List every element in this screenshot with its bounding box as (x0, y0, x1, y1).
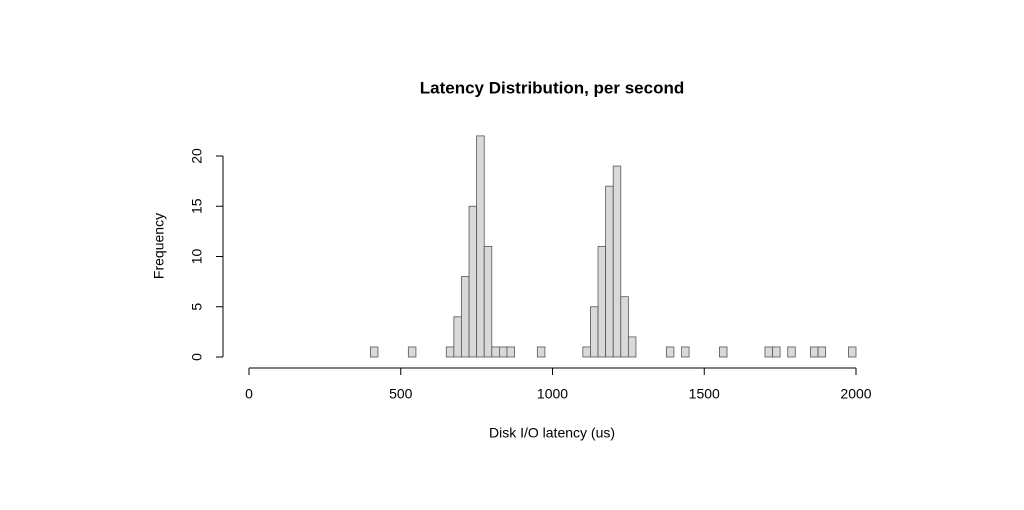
bar (468, 205, 478, 358)
bar (665, 346, 675, 358)
y-tick-label: 20 (189, 148, 205, 164)
bar (498, 346, 508, 358)
y-tick-label: 10 (189, 249, 205, 265)
x-axis-label: Disk I/O latency (us) (489, 425, 615, 441)
x-tick-label: 500 (389, 386, 413, 402)
bar (605, 185, 614, 358)
bar (810, 346, 819, 358)
bar (369, 346, 379, 358)
bar (787, 346, 796, 358)
y-tick-label: 0 (189, 353, 205, 361)
bar (612, 165, 622, 358)
bar (491, 346, 500, 358)
bar (476, 135, 485, 358)
y-tick-label: 15 (189, 198, 205, 214)
x-tick-label: 2000 (840, 386, 871, 402)
bar (681, 346, 690, 358)
bar (506, 346, 515, 358)
bar (772, 346, 781, 358)
bar (848, 346, 857, 358)
bar (590, 306, 599, 358)
x-tick-label: 1500 (689, 386, 720, 402)
chart-title: Latency Distribution, per second (420, 78, 685, 97)
bar (764, 346, 773, 358)
bar (453, 316, 462, 358)
y-tick-label: 5 (189, 303, 205, 311)
bar (620, 296, 629, 358)
bar (461, 276, 470, 358)
bar (407, 346, 417, 358)
bar (817, 346, 827, 358)
bar (627, 336, 637, 358)
bar (536, 346, 546, 358)
bar (582, 346, 591, 358)
bar (597, 246, 607, 358)
x-tick-label: 0 (245, 386, 253, 402)
bar (483, 246, 493, 358)
bar (719, 346, 728, 358)
y-axis-label: Frequency (151, 213, 167, 279)
x-tick-label: 1000 (537, 386, 568, 402)
bar (445, 346, 455, 358)
